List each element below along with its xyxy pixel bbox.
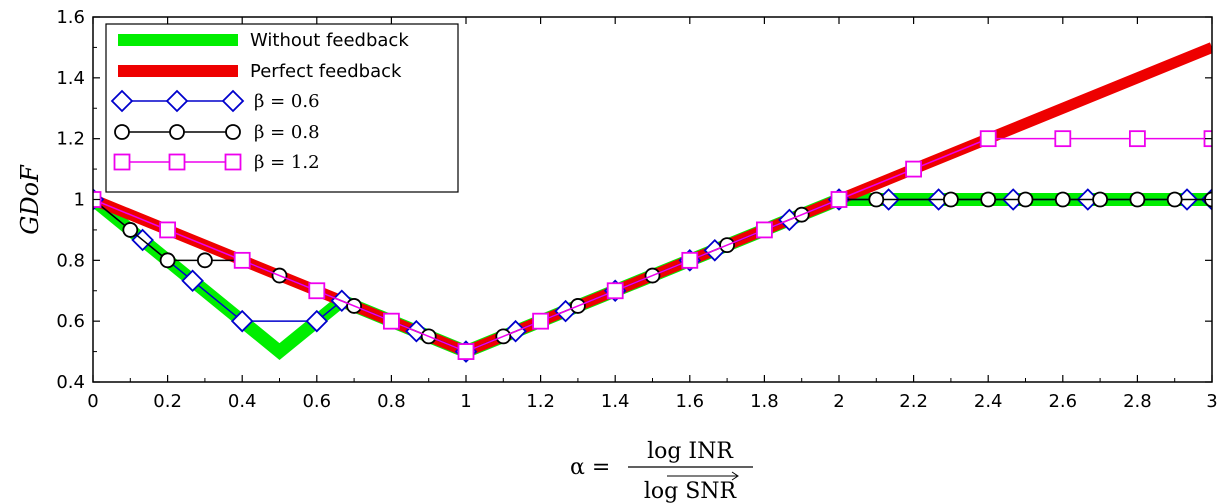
legend-label: Perfect feedback (250, 61, 402, 82)
square-marker (1054, 130, 1072, 148)
ticks-layer: 0 0.2 0.4 0.6 0.8 1 1.2 1.4 1.6 1.8 2 2.2 2.4 2.6 2.8 3… (56, 7, 1217, 412)
square-marker (308, 282, 326, 300)
square-marker (979, 130, 997, 148)
square-marker (168, 153, 186, 171)
x-tick-label: 0 (87, 391, 98, 412)
legend-label: β = 0.8 (254, 122, 320, 143)
x-tick-label: 0.2 (153, 391, 182, 412)
square-marker (159, 221, 177, 239)
square-marker (532, 312, 549, 330)
square-marker (113, 153, 131, 171)
square-marker (1129, 130, 1146, 148)
legend-entry: Without feedback (118, 30, 409, 51)
series-line (93, 137, 1212, 353)
legend-entry: β = 1.2 (113, 152, 320, 173)
x-axis-label: α = log INR log SNR (570, 439, 753, 504)
x-tick-label: 1.2 (526, 391, 555, 412)
square-marker (457, 343, 475, 360)
x-tick-label: 1 (460, 391, 471, 412)
x-tick-label: 0.8 (377, 391, 406, 412)
legend-box (105, 23, 459, 193)
circle-marker (169, 124, 185, 140)
square-marker (756, 221, 773, 239)
x-tick-label: 1.8 (750, 391, 779, 412)
square-marker (382, 312, 400, 330)
y-axis-label: GDoF (16, 164, 44, 235)
x-axis-label-denominator: log SNR (644, 479, 738, 504)
y-tick-label: 0.8 (56, 250, 85, 271)
legend-entry: β = 0.8 (114, 122, 320, 143)
circle-marker (1092, 191, 1108, 208)
square-marker (681, 251, 699, 269)
y-tick-label: 0.6 (56, 311, 85, 332)
circle-marker (980, 191, 997, 208)
circle-marker (943, 191, 959, 208)
square-marker (606, 282, 624, 300)
circle-marker (225, 124, 241, 140)
circle-marker (122, 222, 139, 238)
diamond-marker (110, 89, 134, 113)
x-tick-label: 2.4 (974, 391, 1003, 412)
x-tick-label: 0.6 (302, 391, 331, 412)
legend-entry: Perfect feedback (118, 61, 402, 82)
circle-marker (114, 124, 130, 140)
x-tick-label: 2.8 (1123, 391, 1152, 412)
series-layer (93, 42, 1212, 363)
x-tick-label: 2 (833, 391, 844, 412)
circle-marker (1129, 191, 1146, 208)
x-tick-label: 3 (1206, 391, 1217, 412)
x-tick-label: 0.4 (228, 391, 257, 412)
x-tick-label: 1.4 (601, 391, 630, 412)
diamond-marker (181, 269, 204, 292)
diamond-marker (221, 89, 245, 113)
x-axis-label-lhs: α = (570, 455, 610, 480)
circle-marker (159, 252, 176, 269)
x-axis-label-overarrow (731, 471, 739, 481)
legend-label: Without feedback (250, 30, 409, 51)
legend: Without feedback Perfect feedback β = 0.6 β… (105, 23, 459, 193)
square-marker (905, 160, 922, 178)
y-tick-label: 1 (74, 190, 85, 211)
y-tick-label: 1.2 (56, 129, 85, 150)
square-marker (224, 153, 242, 171)
x-tick-label: 2.2 (899, 391, 928, 412)
diamond-marker (230, 309, 254, 333)
diamond-marker (165, 89, 189, 113)
series-4 (93, 130, 1212, 360)
y-tick-label: 1.6 (56, 7, 85, 28)
circle-marker (1054, 191, 1071, 208)
legend-label: β = 0.6 (254, 91, 320, 112)
square-marker (233, 251, 251, 269)
x-axis-label-numerator: log INR (647, 439, 734, 464)
legend-entry: β = 0.6 (110, 89, 320, 113)
circle-marker (1017, 191, 1034, 208)
x-tick-label: 2.6 (1048, 391, 1077, 412)
circle-marker (196, 252, 213, 269)
diamond-marker (305, 309, 329, 333)
y-tick-label: 1.4 (56, 68, 85, 89)
square-marker (830, 191, 848, 208)
circle-marker (1166, 191, 1183, 208)
x-tick-label: 1.6 (675, 391, 704, 412)
y-tick-label: 0.4 (56, 372, 85, 393)
legend-label: β = 1.2 (254, 152, 320, 173)
circle-marker (868, 191, 885, 208)
